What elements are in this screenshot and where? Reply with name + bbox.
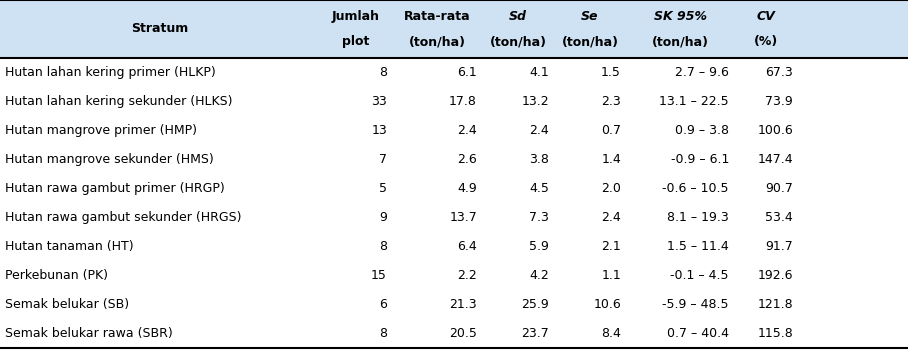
- Text: 2.4: 2.4: [458, 124, 477, 137]
- Text: -0.1 – 4.5: -0.1 – 4.5: [670, 269, 729, 282]
- Text: SK 95%: SK 95%: [654, 10, 706, 23]
- Text: 2.2: 2.2: [458, 269, 477, 282]
- Text: 115.8: 115.8: [757, 327, 793, 340]
- Text: 2.3: 2.3: [601, 95, 621, 108]
- Text: 0.7 – 40.4: 0.7 – 40.4: [667, 327, 729, 340]
- Text: 20.5: 20.5: [449, 327, 477, 340]
- Text: plot: plot: [342, 35, 370, 48]
- Text: 4.5: 4.5: [529, 182, 549, 195]
- Text: 1.1: 1.1: [601, 269, 621, 282]
- Text: 10.6: 10.6: [593, 298, 621, 311]
- Text: 17.8: 17.8: [449, 95, 477, 108]
- Text: (ton/ha): (ton/ha): [489, 35, 547, 48]
- Text: 0.7: 0.7: [601, 124, 621, 137]
- Text: Hutan rawa gambut sekunder (HRGS): Hutan rawa gambut sekunder (HRGS): [5, 211, 242, 224]
- Text: -0.6 – 10.5: -0.6 – 10.5: [663, 182, 729, 195]
- Text: 6: 6: [380, 298, 387, 311]
- Text: 147.4: 147.4: [757, 153, 793, 166]
- Text: (ton/ha): (ton/ha): [409, 35, 466, 48]
- Text: 13.1 – 22.5: 13.1 – 22.5: [659, 95, 729, 108]
- Bar: [0, 0, 908, 58]
- Text: 1.4: 1.4: [601, 153, 621, 166]
- Text: 15: 15: [371, 269, 387, 282]
- Text: 1.5: 1.5: [601, 66, 621, 79]
- Text: Hutan rawa gambut primer (HRGP): Hutan rawa gambut primer (HRGP): [5, 182, 225, 195]
- Text: Semak belukar (SB): Semak belukar (SB): [5, 298, 129, 311]
- Text: 67.3: 67.3: [765, 66, 793, 79]
- Text: Perkebunan (PK): Perkebunan (PK): [5, 269, 108, 282]
- Text: Jumlah: Jumlah: [332, 10, 380, 23]
- Text: -5.9 – 48.5: -5.9 – 48.5: [663, 298, 729, 311]
- Text: 121.8: 121.8: [757, 298, 793, 311]
- Text: 23.7: 23.7: [521, 327, 549, 340]
- Text: Hutan mangrove sekunder (HMS): Hutan mangrove sekunder (HMS): [5, 153, 213, 166]
- Text: Semak belukar rawa (SBR): Semak belukar rawa (SBR): [5, 327, 173, 340]
- Text: 2.4: 2.4: [529, 124, 549, 137]
- Text: 90.7: 90.7: [765, 182, 793, 195]
- Text: 0.9 – 3.8: 0.9 – 3.8: [675, 124, 729, 137]
- Text: 9: 9: [380, 211, 387, 224]
- Text: 1.5 – 11.4: 1.5 – 11.4: [667, 240, 729, 253]
- Text: 8: 8: [379, 240, 387, 253]
- Text: 7: 7: [379, 153, 387, 166]
- Text: 2.0: 2.0: [601, 182, 621, 195]
- Text: Sd: Sd: [509, 10, 527, 23]
- Text: 8.1 – 19.3: 8.1 – 19.3: [667, 211, 729, 224]
- Text: 100.6: 100.6: [757, 124, 793, 137]
- Text: 6.4: 6.4: [458, 240, 477, 253]
- Text: 192.6: 192.6: [757, 269, 793, 282]
- Text: 91.7: 91.7: [765, 240, 793, 253]
- Text: 2.1: 2.1: [601, 240, 621, 253]
- Text: 5: 5: [379, 182, 387, 195]
- Text: 13.7: 13.7: [449, 211, 477, 224]
- Text: 2.4: 2.4: [601, 211, 621, 224]
- Text: Hutan lahan kering sekunder (HLKS): Hutan lahan kering sekunder (HLKS): [5, 95, 232, 108]
- Text: 21.3: 21.3: [449, 298, 477, 311]
- Text: 2.7 – 9.6: 2.7 – 9.6: [676, 66, 729, 79]
- Text: 73.9: 73.9: [765, 95, 793, 108]
- Text: 8.4: 8.4: [601, 327, 621, 340]
- Text: Hutan mangrove primer (HMP): Hutan mangrove primer (HMP): [5, 124, 197, 137]
- Text: 25.9: 25.9: [521, 298, 549, 311]
- Text: 53.4: 53.4: [765, 211, 793, 224]
- Text: Stratum: Stratum: [132, 23, 189, 36]
- Text: 13.2: 13.2: [521, 95, 549, 108]
- Text: Rata-rata: Rata-rata: [404, 10, 470, 23]
- Text: 8: 8: [379, 66, 387, 79]
- Text: -0.9 – 6.1: -0.9 – 6.1: [671, 153, 729, 166]
- Text: 7.3: 7.3: [529, 211, 549, 224]
- Text: Hutan tanaman (HT): Hutan tanaman (HT): [5, 240, 133, 253]
- Text: 6.1: 6.1: [458, 66, 477, 79]
- Text: CV: CV: [756, 10, 775, 23]
- Bar: [0, 58, 908, 348]
- Text: Se: Se: [581, 10, 598, 23]
- Text: 3.8: 3.8: [529, 153, 549, 166]
- Text: 4.1: 4.1: [529, 66, 549, 79]
- Text: 4.9: 4.9: [458, 182, 477, 195]
- Text: 4.2: 4.2: [529, 269, 549, 282]
- Text: 13: 13: [371, 124, 387, 137]
- Text: (ton/ha): (ton/ha): [652, 35, 708, 48]
- Text: 5.9: 5.9: [529, 240, 549, 253]
- Text: (%): (%): [754, 35, 778, 48]
- Text: 33: 33: [371, 95, 387, 108]
- Text: 8: 8: [379, 327, 387, 340]
- Text: Hutan lahan kering primer (HLKP): Hutan lahan kering primer (HLKP): [5, 66, 216, 79]
- Text: 2.6: 2.6: [458, 153, 477, 166]
- Text: (ton/ha): (ton/ha): [561, 35, 618, 48]
